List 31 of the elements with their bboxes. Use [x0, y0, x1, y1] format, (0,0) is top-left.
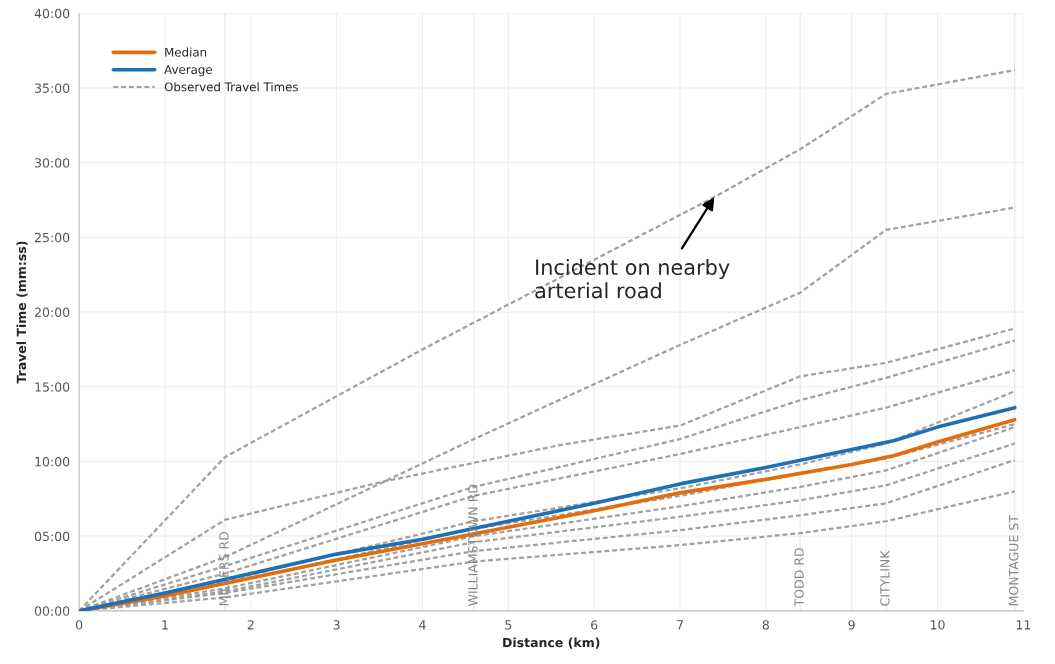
y-tick-label: 15:00 [35, 382, 70, 392]
y-tick-label: 05:00 [34, 531, 70, 542]
x-tick-label: 3 [333, 620, 340, 630]
x-axis-title: Distance (km) [503, 637, 600, 649]
legend-label: Average [164, 65, 212, 77]
x-tick-label: 5 [505, 620, 512, 630]
x-tick-label: 10 [930, 620, 945, 630]
y-tick-label: 20:00 [34, 307, 70, 318]
x-tick-label: 6 [591, 620, 598, 630]
ref-line-label: MONTAGUE ST [1008, 515, 1019, 606]
x-tick-label: 8 [762, 620, 769, 630]
ref-line-label: TODD RD [794, 548, 804, 607]
x-tick-label: 7 [677, 620, 683, 630]
y-axis-title: Travel Time (mm:ss) [16, 241, 28, 384]
x-tick-label: 0 [75, 620, 83, 630]
x-tick-label: 1 [162, 620, 168, 630]
y-tick-label: 35:00 [35, 83, 70, 93]
ref-line-label: CITYLINK [880, 550, 890, 606]
legend-label: Observed Travel Times [164, 82, 298, 92]
x-tick-label: 4 [419, 620, 426, 630]
y-tick-label: 30:00 [35, 158, 70, 168]
annotation: Incident on nearby arterial road [535, 258, 730, 299]
legend-label: Median [165, 47, 207, 57]
y-tick-label: 00:00 [34, 606, 70, 616]
x-tick-label: 9 [848, 620, 855, 630]
x-tick-label: 11 [1016, 620, 1031, 630]
ref-line-label: WILLIAMSTOWN RD [468, 484, 478, 606]
y-tick-label: 10:00 [35, 456, 70, 467]
x-tick-label: 2 [247, 620, 254, 630]
y-tick-label: 40:00 [34, 8, 70, 19]
y-tick-label: 25:00 [34, 232, 70, 243]
